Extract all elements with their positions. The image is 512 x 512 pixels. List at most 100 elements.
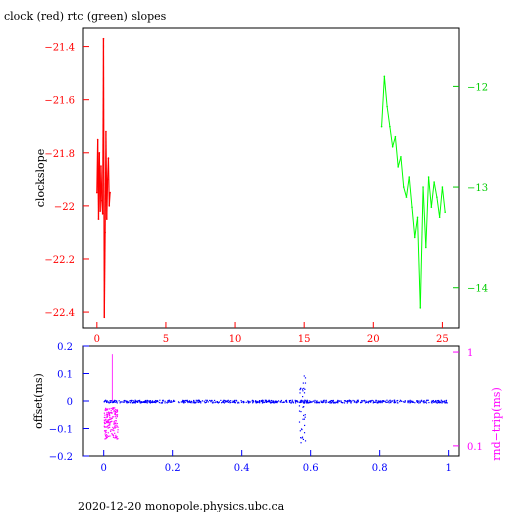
offset-point — [377, 402, 379, 404]
rtc-segment — [389, 126, 394, 147]
clock-point — [102, 37, 105, 40]
offset-point — [123, 401, 125, 404]
bottom-right-tick-label: 1 — [467, 348, 473, 359]
offset-point — [248, 401, 250, 403]
roundtrip-point — [105, 421, 108, 423]
offset-point — [164, 400, 166, 402]
offset-point — [280, 400, 282, 402]
roundtrip-point — [103, 430, 106, 432]
clock-point — [105, 218, 108, 220]
offset-spike-point — [301, 436, 304, 438]
offset-point — [226, 400, 228, 403]
offset-point — [380, 401, 382, 403]
roundtrip-point — [108, 423, 110, 425]
offset-point — [299, 401, 301, 404]
rtc-point — [419, 307, 422, 309]
offset-point — [235, 400, 237, 402]
offset-point — [115, 401, 118, 403]
roundtrip-point — [113, 422, 115, 425]
offset-point — [386, 399, 388, 401]
offset-point — [351, 400, 353, 402]
offset-point — [108, 402, 110, 404]
roundtrip-point — [111, 429, 114, 431]
offset-point — [371, 399, 373, 402]
offset-point — [242, 400, 245, 403]
offset-spike-point — [298, 421, 301, 423]
rtc-point — [405, 196, 408, 198]
offset-spike-point — [299, 389, 301, 391]
roundtrip-point — [105, 418, 107, 421]
roundtrip-point — [108, 412, 110, 414]
offset-point — [404, 401, 406, 403]
offset-point — [288, 401, 291, 403]
offset-point — [198, 399, 200, 402]
offset-point — [133, 401, 135, 403]
roundtrip-point — [113, 429, 115, 432]
clock-point — [96, 138, 99, 141]
offset-point — [349, 401, 351, 403]
offset-point — [441, 402, 443, 404]
rtc-segment — [405, 176, 410, 198]
offset-point — [189, 401, 191, 403]
offset-point — [218, 401, 220, 403]
offset-point — [127, 401, 129, 403]
clock-point — [105, 130, 107, 133]
roundtrip-point — [115, 426, 117, 428]
offset-point — [407, 400, 409, 402]
offset-point — [224, 399, 226, 402]
offset-spike-point — [303, 414, 305, 417]
offset-point — [446, 402, 448, 404]
roundtrip-point — [105, 435, 107, 437]
offset-point — [314, 401, 316, 403]
offset-point — [200, 401, 202, 403]
rtc-point — [394, 135, 397, 138]
offset-point — [228, 400, 231, 402]
offset-point — [255, 401, 257, 403]
offset-point — [277, 400, 280, 402]
offset-point — [375, 399, 377, 402]
roundtrip-point — [104, 414, 106, 416]
offset-point — [149, 400, 151, 402]
offset-point — [193, 401, 196, 403]
rtc-point — [427, 176, 430, 178]
offset-point — [107, 401, 109, 403]
offset-point — [129, 402, 132, 404]
roundtrip-point — [116, 438, 118, 440]
offset-point — [325, 402, 327, 404]
roundtrip-point — [116, 416, 118, 418]
offset-point — [388, 400, 390, 402]
offset-point — [181, 401, 183, 403]
offset-point — [353, 400, 356, 402]
offset-spike-point — [302, 396, 304, 398]
offset-point — [285, 400, 287, 403]
rtc-segment — [386, 106, 391, 127]
offset-point — [436, 402, 439, 404]
offset-point — [112, 401, 115, 403]
offset-point — [369, 401, 372, 403]
offset-point — [162, 400, 164, 402]
offset-point — [240, 401, 243, 403]
offset-point — [296, 400, 298, 402]
offset-point — [331, 399, 333, 402]
top-x-tick-label: 25 — [436, 334, 449, 345]
offset-point — [399, 400, 401, 403]
top-left-tick-label: −21.6 — [44, 96, 75, 107]
offset-point — [197, 401, 199, 404]
offset-point — [311, 401, 313, 403]
offset-point — [431, 402, 433, 404]
offset-point — [419, 402, 421, 404]
offset-point — [439, 401, 441, 403]
offset-point — [356, 401, 358, 403]
top-left-tick-label: −21.4 — [44, 43, 75, 54]
roundtrip-point — [106, 425, 109, 427]
rtc-point — [411, 206, 413, 208]
offset-point — [317, 401, 319, 404]
offset-point — [356, 399, 359, 402]
rtc-segment — [430, 181, 435, 208]
offset-point — [432, 400, 434, 402]
offset-point — [337, 402, 339, 404]
offset-point — [234, 399, 236, 402]
offset-point — [195, 399, 197, 401]
roundtrip-point — [110, 417, 112, 419]
offset-spike-point — [299, 430, 301, 432]
